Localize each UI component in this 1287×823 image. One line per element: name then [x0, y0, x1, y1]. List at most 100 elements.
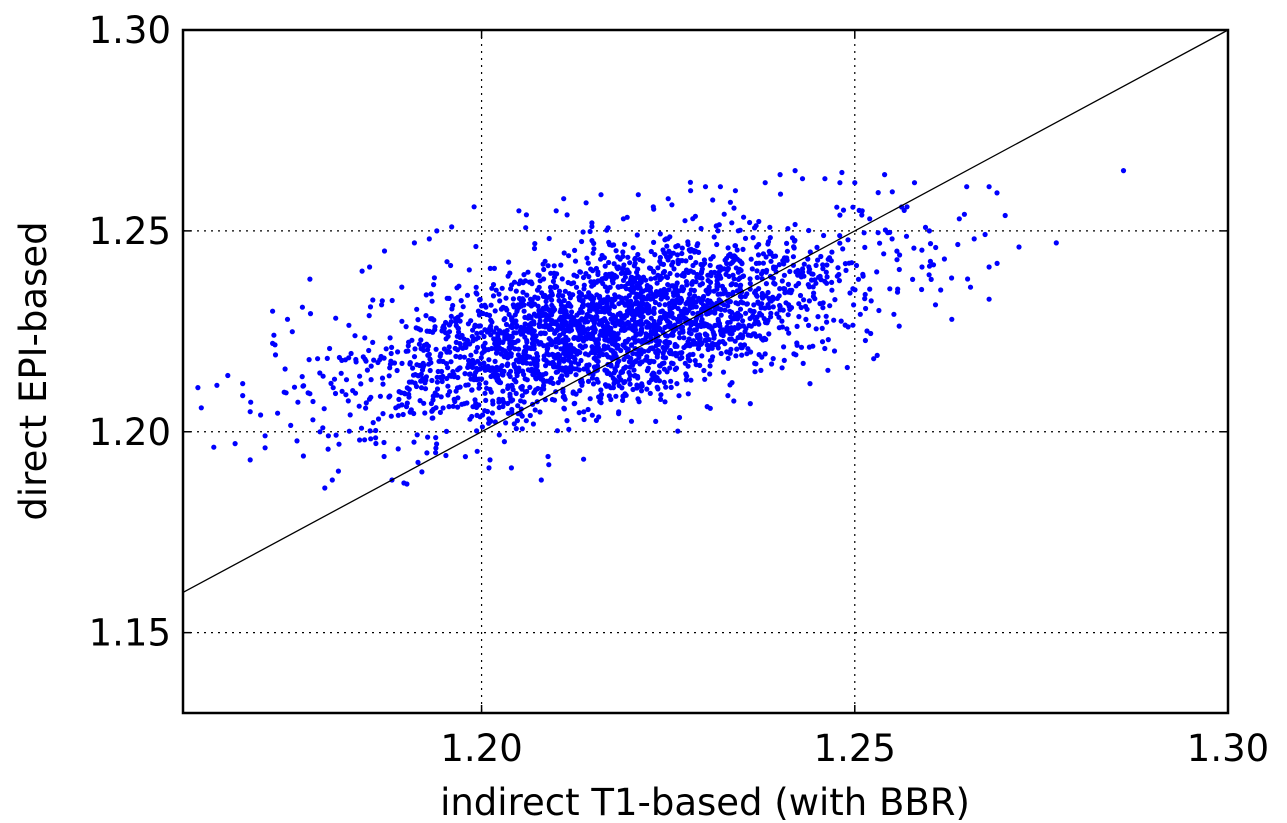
data-point — [587, 228, 593, 235]
data-point — [685, 239, 691, 245]
data-point — [885, 230, 891, 236]
data-point — [874, 352, 880, 358]
data-point — [348, 350, 354, 357]
data-point — [363, 405, 369, 411]
data-point — [610, 276, 617, 282]
data-point — [597, 295, 603, 301]
data-point — [868, 330, 874, 337]
data-point — [547, 379, 553, 385]
data-point — [602, 263, 608, 269]
data-point — [452, 345, 458, 351]
data-point — [381, 248, 388, 254]
data-point — [617, 322, 623, 328]
data-point — [571, 280, 577, 286]
data-point — [522, 376, 528, 382]
data-point — [986, 296, 992, 302]
data-point — [699, 266, 705, 272]
data-point — [530, 327, 536, 333]
data-point — [499, 347, 505, 353]
data-point — [631, 367, 637, 373]
data-point — [839, 169, 845, 176]
data-point — [714, 241, 720, 248]
data-point — [611, 320, 617, 326]
data-point — [623, 364, 629, 370]
data-point — [727, 251, 733, 257]
data-point — [594, 347, 600, 353]
data-point — [894, 257, 900, 263]
data-point — [656, 302, 663, 308]
data-point — [877, 240, 883, 246]
data-point — [774, 311, 780, 317]
data-point — [875, 230, 881, 236]
data-point — [922, 224, 929, 230]
data-point — [770, 304, 776, 310]
data-point — [443, 361, 450, 367]
data-point — [638, 388, 645, 394]
data-point — [411, 240, 417, 246]
data-point — [894, 289, 901, 295]
data-point — [513, 330, 519, 336]
data-point — [445, 383, 451, 389]
data-point — [595, 269, 601, 275]
data-point — [868, 298, 874, 304]
data-point — [637, 291, 643, 297]
x-tick-label: 1.20 — [440, 727, 522, 770]
data-point — [636, 338, 642, 344]
data-point — [411, 439, 417, 445]
data-point — [982, 231, 988, 238]
data-point — [518, 398, 524, 404]
data-point — [707, 363, 713, 369]
data-point — [665, 196, 671, 202]
data-point — [419, 469, 425, 475]
data-point — [799, 176, 806, 182]
data-point — [671, 292, 677, 298]
data-point — [564, 372, 570, 378]
data-point — [657, 276, 663, 283]
data-point — [756, 260, 762, 266]
data-point — [549, 302, 555, 308]
data-point — [604, 288, 610, 294]
data-point — [630, 335, 636, 341]
data-point — [742, 293, 748, 299]
data-point — [310, 398, 316, 405]
data-point — [650, 376, 656, 382]
data-point — [417, 362, 423, 369]
data-point — [824, 262, 830, 268]
data-point — [423, 292, 429, 298]
data-point — [820, 305, 826, 311]
y-tick-label: 1.30 — [89, 9, 171, 52]
data-point — [415, 459, 421, 465]
data-point — [459, 332, 465, 339]
data-point — [489, 319, 495, 325]
data-point — [781, 357, 787, 363]
data-point — [358, 425, 365, 431]
data-point — [616, 409, 622, 415]
data-point — [712, 322, 719, 328]
data-point — [582, 351, 589, 357]
data-point — [683, 307, 689, 313]
data-point — [453, 353, 459, 359]
data-point — [692, 358, 698, 364]
data-point — [621, 356, 627, 362]
data-point — [282, 366, 288, 372]
data-point — [198, 405, 204, 411]
data-point — [501, 399, 507, 405]
data-point — [679, 350, 685, 356]
data-point — [670, 351, 677, 357]
data-point — [339, 388, 345, 394]
data-point — [645, 365, 651, 371]
data-point — [433, 445, 439, 451]
data-point — [932, 302, 939, 308]
data-point — [368, 377, 374, 383]
data-point — [1002, 212, 1008, 219]
data-point — [524, 345, 531, 351]
data-point — [460, 345, 466, 351]
data-point — [705, 277, 711, 284]
data-point — [421, 400, 427, 406]
data-point — [406, 379, 412, 385]
data-point — [580, 303, 586, 310]
data-point — [611, 261, 617, 267]
data-point — [448, 359, 454, 365]
data-point — [919, 247, 925, 253]
data-point — [696, 249, 702, 255]
